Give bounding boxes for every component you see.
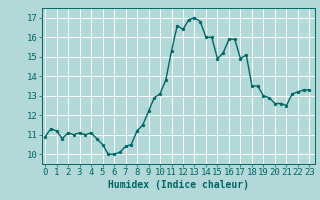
X-axis label: Humidex (Indice chaleur): Humidex (Indice chaleur): [108, 180, 249, 190]
